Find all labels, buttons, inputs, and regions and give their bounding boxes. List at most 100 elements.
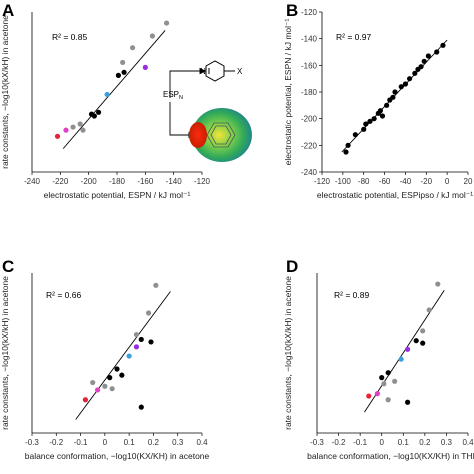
data-point: [163, 20, 170, 26]
data-point: [119, 372, 125, 378]
data-point: [405, 346, 411, 352]
data-point: [390, 94, 396, 100]
data-point: [133, 344, 140, 350]
x-tick-label: -120: [194, 177, 211, 186]
substituent-label: X: [237, 67, 243, 76]
data-point: [421, 58, 427, 64]
x-tick-label: -40: [400, 177, 412, 186]
x-tick-label: 20: [464, 177, 473, 186]
data-point: [109, 386, 115, 392]
data-point: [374, 391, 380, 397]
data-point: [82, 397, 89, 403]
y-tick-label: -240: [301, 168, 318, 177]
panel-c: C -0.3 -0.2 -0.1 0 0.1 0.2 0.3 0.4 R² = 0.66 balan…: [0, 257, 210, 461]
x-axis-label: balance conformation, −log10(KX/KH) in T…: [307, 451, 474, 461]
data-point: [392, 89, 398, 95]
x-tick-label: 0: [103, 438, 108, 447]
data-point: [392, 378, 398, 384]
x-tick-label: 0.4: [196, 438, 208, 447]
data-point: [420, 340, 426, 346]
data-point: [407, 76, 413, 82]
x-tick-label: 0.1: [124, 438, 136, 447]
data-point: [412, 70, 418, 76]
panel-a-annotations: N X ESPN: [163, 60, 252, 162]
data-point: [379, 375, 385, 381]
x-tick-label: -60: [379, 177, 391, 186]
data-point: [413, 338, 419, 344]
data-point: [379, 113, 386, 119]
data-point: [345, 142, 351, 148]
x-tick-label: 0: [379, 438, 384, 447]
r-squared-label: R² = 0.89: [334, 290, 369, 300]
data-point: [138, 404, 144, 410]
data-point: [381, 381, 387, 387]
x-tick-label: -20: [421, 177, 433, 186]
x-tick-label: -200: [81, 177, 98, 186]
y-axis-label: rate constants, −log10(kX/kH) in acetone: [0, 276, 10, 430]
x-tick-label: -80: [358, 177, 370, 186]
data-point: [133, 331, 140, 338]
x-tick-label: 0: [445, 177, 450, 186]
data-point: [367, 118, 373, 124]
x-tick-label: -0.1: [74, 438, 88, 447]
data-point: [138, 336, 144, 343]
data-point: [54, 133, 61, 139]
data-point: [363, 121, 369, 127]
x-tick-label: -240: [24, 177, 41, 186]
data-point: [425, 53, 431, 59]
data-point: [145, 310, 152, 316]
x-tick-label: 0.3: [172, 438, 184, 447]
x-tick-label: 0.4: [462, 438, 474, 447]
data-point: [142, 64, 148, 70]
y-axis-label: rate constants, −log10(kX/kH) in acetone: [283, 276, 293, 430]
data-point: [361, 126, 367, 132]
data-point: [418, 64, 424, 70]
data-point: [121, 69, 127, 75]
x-axis-label: balance conformation, −log10(KX/KH) in a…: [25, 451, 210, 461]
data-point: [104, 91, 110, 98]
data-point: [63, 127, 69, 133]
arrow-to-structure: [169, 70, 200, 98]
data-point: [153, 282, 159, 288]
r-squared-label: R² = 0.97: [336, 32, 371, 42]
y-axis-label: electrostatic potential, ESPN / kJ mol⁻¹: [283, 18, 293, 165]
data-point: [405, 399, 411, 405]
x-tick-label: 0.3: [441, 438, 453, 447]
panel-label: D: [286, 257, 298, 276]
data-point: [343, 149, 349, 155]
x-tick-label: 0.1: [398, 438, 410, 447]
data-point: [148, 339, 154, 345]
x-tick-label: 0.2: [148, 438, 160, 447]
x-axis-label: electrostatic potential, ESPN / kJ mol⁻¹: [44, 190, 191, 200]
y-tick-label: -180: [301, 88, 318, 97]
data-point: [435, 281, 441, 287]
data-point: [398, 356, 404, 362]
r-squared-label: R² = 0.66: [46, 290, 81, 300]
data-point: [385, 370, 391, 376]
data-point: [70, 124, 76, 130]
esp-surface: [192, 108, 252, 162]
data-point: [149, 33, 156, 39]
data-point: [426, 307, 432, 313]
data-point: [80, 127, 86, 133]
data-point: [434, 49, 440, 55]
esp-label: ESPN: [163, 90, 183, 101]
y-tick-label: -160: [301, 61, 318, 70]
y-tick-label: -120: [301, 8, 318, 17]
x-tick-label: -100: [335, 177, 352, 186]
data-point: [91, 113, 97, 119]
arrow-to-map: [169, 102, 190, 136]
x-tick-label: -120: [314, 177, 331, 186]
data-point: [371, 116, 377, 122]
x-tick-label: -0.2: [332, 438, 346, 447]
x-tick-label: -220: [52, 177, 69, 186]
r-squared-label: R² = 0.85: [52, 32, 87, 42]
data-point: [77, 121, 83, 127]
panel-d: D -0.3 -0.2 -0.1 0 0.1 0.2 0.3 0.4 R² = 0.89 balan…: [283, 257, 474, 461]
data-point: [366, 393, 372, 399]
x-tick-label: -180: [109, 177, 126, 186]
data-point: [384, 102, 390, 108]
data-point: [385, 397, 391, 403]
